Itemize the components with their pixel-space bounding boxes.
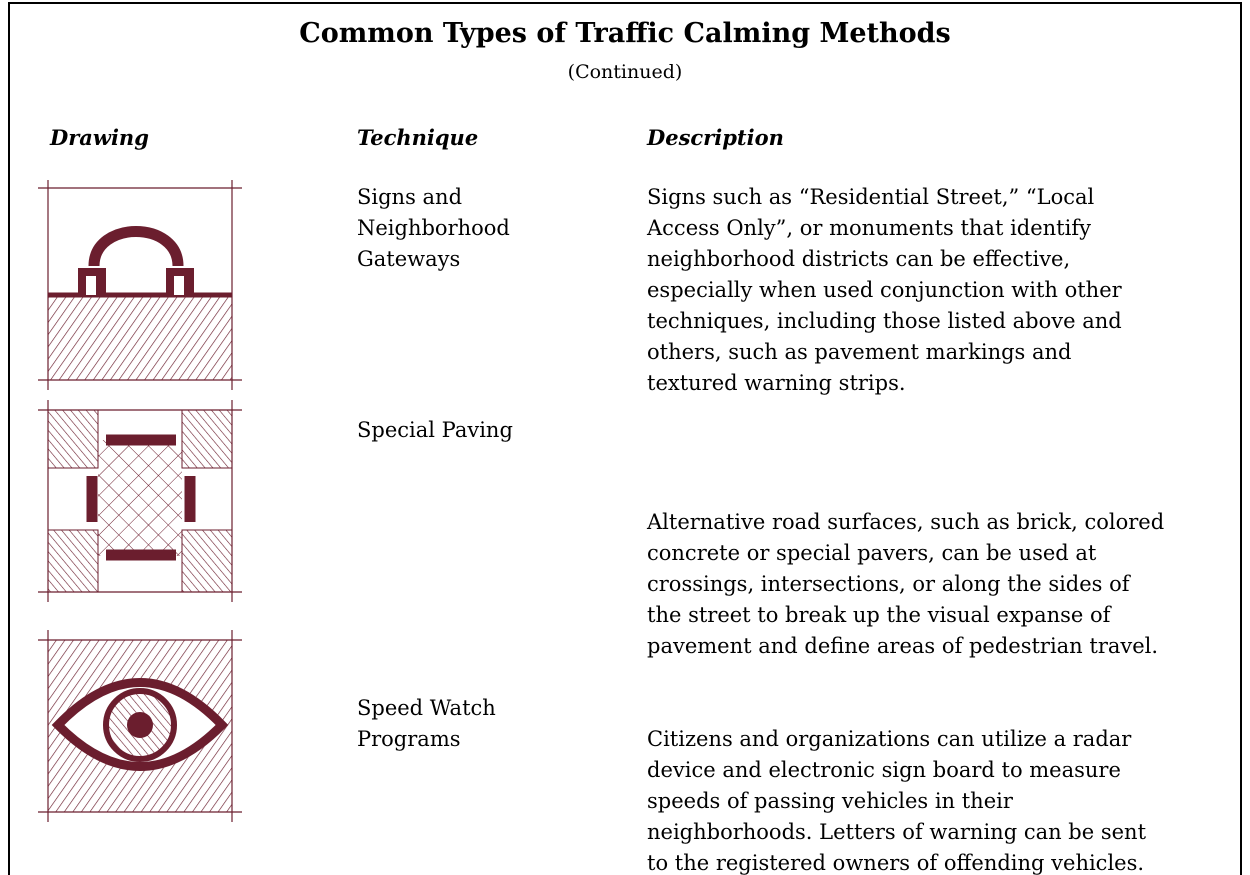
technique-line: Speed Watch [357, 696, 496, 720]
paving-drawing [38, 400, 242, 602]
technique-line: Neighborhood [357, 216, 510, 240]
technique-line: Signs and [357, 185, 463, 209]
description-line: concrete or special pavers, can be used … [647, 541, 1097, 565]
gateway-drawing [38, 180, 242, 390]
description-line: neighborhood districts can be effective, [647, 247, 1071, 271]
description-line: Access Only”, or monuments that identify [647, 216, 1091, 240]
description-line: textured warning strips. [647, 371, 906, 395]
column-header: Technique [357, 125, 479, 150]
description-line: device and electronic sign board to meas… [647, 758, 1121, 782]
frame [8, 2, 1242, 875]
description-line: Alternative road surfaces, such as brick… [647, 510, 1165, 534]
subtitle: (Continued) [567, 61, 683, 83]
description-line: the street to break up the visual expans… [647, 603, 1111, 627]
eye-drawing [38, 630, 242, 822]
technique-line: Gateways [357, 247, 461, 271]
description-line: Citizens and organizations can utilize a… [647, 727, 1132, 751]
description-line: speeds of passing vehicles in their [647, 789, 1013, 813]
description-line: others, such as pavement markings and [647, 340, 1072, 364]
description-line: crossings, intersections, or along the s… [647, 572, 1130, 596]
description-line: pavement and define areas of pedestrian … [647, 634, 1159, 658]
description-line: techniques, including those listed above… [647, 309, 1122, 333]
column-header: Description [647, 125, 784, 150]
column-header: Drawing [50, 125, 149, 150]
technique-line: Special Paving [357, 418, 513, 442]
description-line: to the registered owners of offending ve… [647, 851, 1145, 875]
title: Common Types of Traffic Calming Methods [299, 18, 951, 49]
technique-line: Programs [357, 727, 461, 751]
description-line: Signs such as “Residential Street,” “Loc… [647, 185, 1095, 209]
description-line: especially when used conjunction with ot… [647, 278, 1122, 302]
description-line: neighborhoods. Letters of warning can be… [647, 820, 1147, 844]
